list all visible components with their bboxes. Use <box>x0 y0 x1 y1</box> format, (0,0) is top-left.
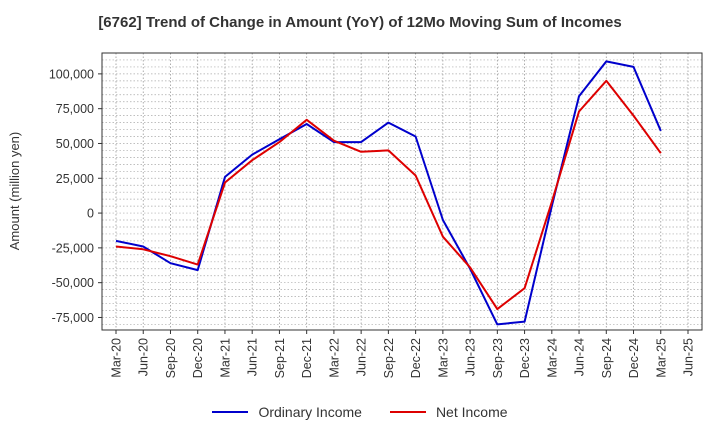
series-lines <box>115 60 662 326</box>
legend-swatch <box>212 411 249 413</box>
y-tick-label: 50,000 <box>56 137 94 151</box>
series-line <box>115 79 662 311</box>
y-tick-label: 25,000 <box>56 172 94 186</box>
x-tick-label: Jun-21 <box>246 338 260 376</box>
x-tick-label: Jun-20 <box>137 338 151 376</box>
x-tick-label: Sep-21 <box>273 338 287 378</box>
x-tick-label: Mar-22 <box>327 338 341 378</box>
axes: -75,000 -50,000 -25,000 0 25,000 50,000 75,000… <box>49 52 703 378</box>
x-tick-label: Dec-20 <box>191 338 205 378</box>
plot-frame <box>101 52 703 331</box>
x-tick-label: Sep-22 <box>382 338 396 378</box>
x-tick-label: Dec-23 <box>518 338 532 378</box>
y-tick-label: -75,000 <box>52 311 94 325</box>
y-axis-label: Amount (million yen) <box>7 132 22 251</box>
y-tick-label: -25,000 <box>52 241 94 255</box>
x-tick-label: Mar-20 <box>110 338 124 378</box>
x-tick-label: Sep-23 <box>491 338 505 378</box>
y-tick-label: 0 <box>87 207 94 221</box>
x-tick-label: Mar-23 <box>436 338 450 378</box>
y-tick-label: 75,000 <box>56 102 94 116</box>
legend-swatch <box>389 411 426 413</box>
x-tick-label: Jun-22 <box>355 338 369 376</box>
chart-title: [6762] Trend of Change in Amount (YoY) o… <box>98 14 622 31</box>
y-tick-label: 100,000 <box>49 67 94 81</box>
legend-label: Ordinary Income <box>258 404 362 420</box>
legend-item: Net Income <box>389 404 508 420</box>
x-tick-label: Sep-20 <box>164 338 178 378</box>
x-tick-label: Jun-25 <box>682 338 696 376</box>
x-tick-label: Jun-24 <box>573 338 587 376</box>
x-tick-label: Sep-24 <box>600 338 614 378</box>
y-tick-label: -50,000 <box>52 276 94 290</box>
legend-item: Ordinary Income <box>212 404 362 420</box>
x-tick-label: Mar-21 <box>218 338 232 378</box>
legend: Ordinary Income Net Income <box>0 404 720 420</box>
x-tick-label: Mar-25 <box>654 338 668 378</box>
legend-label: Net Income <box>435 404 508 420</box>
x-tick-label: Jun-23 <box>464 338 478 376</box>
x-tick-label: Mar-24 <box>545 338 559 378</box>
x-tick-label: Dec-22 <box>409 338 423 378</box>
x-tick-label: Dec-24 <box>627 338 641 378</box>
x-tick-label: Dec-21 <box>300 338 314 378</box>
grid <box>102 53 702 330</box>
